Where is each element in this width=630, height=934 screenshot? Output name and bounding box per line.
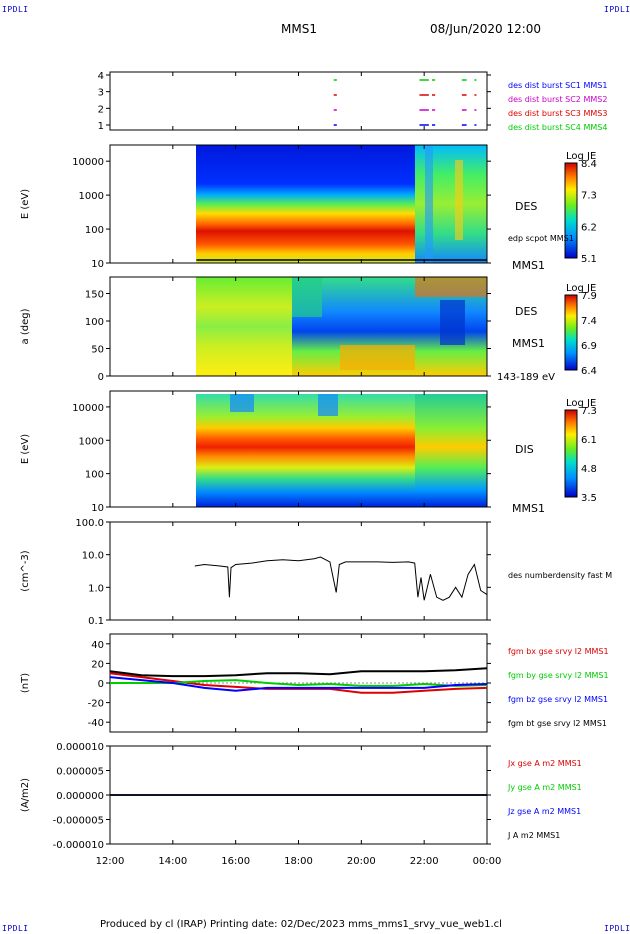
bfield-series-line (109, 667, 488, 678)
y-tick-label: 50 (91, 345, 104, 356)
x-tick-label: 22:00 (410, 856, 439, 867)
x-tick-label: 12:00 (96, 856, 125, 867)
colorbar-title: Log JE (566, 398, 596, 409)
colorbar-des-energy (564, 162, 578, 259)
bfield-series-line (109, 676, 488, 692)
y-tick-label: 0 (98, 372, 104, 383)
y-tick-label: 2 (98, 104, 104, 115)
footer-credit: Produced by cl (IRAP) Printing date: 02/… (100, 919, 502, 930)
series-legend-label: fgm bx gse srvy l2 MMS1 (508, 647, 609, 656)
y-tick-label: 10000 (72, 157, 104, 168)
panel-frame (109, 71, 488, 131)
panel-label: DES (515, 200, 537, 213)
y-tick-label: 1000 (79, 436, 104, 447)
colorbar-tick-label: 6.1 (581, 435, 597, 446)
y-tick-label: 1.0 (88, 583, 104, 594)
y-tick-label: 10 (91, 259, 104, 270)
y-tick-label: 20 (91, 659, 104, 670)
plot-date: 08/Jun/2020 12:00 (430, 22, 542, 36)
corner-mark-bottom-left: IPDLI (2, 924, 29, 933)
corner-mark-bottom-right: IPDLI (604, 924, 630, 933)
colorbar-tick-label: 7.9 (581, 291, 597, 302)
y-axis-label: (nT) (20, 673, 31, 693)
colorbar-tick-label: 7.3 (581, 191, 597, 202)
y-tick-label: 4 (98, 71, 104, 82)
y-tick-label: 0.1 (88, 616, 104, 627)
density-series-line (194, 556, 488, 601)
colorbar-tick-label: 6.2 (581, 222, 597, 233)
des-pitch-angle-spectrogram (196, 277, 487, 376)
x-tick-label: 00:00 (473, 856, 502, 867)
des-energy-spectrogram (196, 145, 487, 263)
y-tick-label: 0.000010 (56, 742, 104, 753)
series-legend-label: Jx gse A m2 MMS1 (507, 759, 582, 768)
panel-label: MMS1 (512, 259, 545, 272)
y-tick-label: 10 (91, 503, 104, 514)
y-axis-label: (cm^-3) (20, 550, 31, 591)
x-tick-label: 20:00 (347, 856, 376, 867)
x-tick-label: 16:00 (221, 856, 250, 867)
panel-label: DIS (515, 443, 534, 456)
colorbar-tick-label: 8.4 (581, 159, 597, 170)
series-legend-label: fgm bt gse srvy l2 MMS1 (508, 719, 607, 728)
corner-mark-top-right: IPDLI (604, 5, 630, 14)
x-tick-label: 18:00 (284, 856, 313, 867)
y-tick-label: 40 (91, 640, 104, 651)
colorbar-title: Log JE (566, 151, 596, 162)
y-tick-label: -40 (88, 718, 104, 729)
corner-mark-top-left: IPDLI (2, 5, 29, 14)
y-tick-label: 0.000005 (56, 767, 104, 778)
series-legend-label: J A m2 MMS1 (507, 831, 560, 840)
y-tick-label: 1 (98, 121, 104, 132)
y-tick-label: -0.000010 (53, 840, 104, 851)
y-tick-label: 100 (85, 225, 104, 236)
panel-frame (109, 521, 488, 621)
colorbar-tick-label: 5.1 (581, 254, 597, 265)
colorbar-tick-label: 3.5 (581, 493, 597, 504)
colorbar-tick-label: 7.3 (581, 406, 597, 417)
y-tick-label: 100 (85, 317, 104, 328)
series-legend-label: Jy gse A m2 MMS1 (507, 783, 582, 792)
colorbar-tick-label: 7.4 (581, 316, 597, 327)
plot-title: MMS1 (281, 22, 317, 36)
y-tick-label: 10000 (72, 403, 104, 414)
y-axis-label: E (eV) (20, 189, 31, 219)
legend-entry: des dist burst SC3 MMS3 (508, 109, 607, 118)
colorbar-dis-energy (564, 409, 578, 498)
y-tick-label: -20 (88, 699, 104, 710)
y-tick-label: 0 (98, 679, 104, 690)
x-tick-label: 14:00 (158, 856, 187, 867)
y-axis-label: a (deg) (20, 308, 31, 344)
y-axis-label: (A/m2) (20, 778, 31, 812)
y-tick-label: 3 (98, 88, 104, 99)
colorbar-title: Log JE (566, 283, 596, 294)
y-tick-label: 0.000000 (56, 791, 104, 802)
legend-entry: des dist burst SC2 MMS2 (508, 95, 607, 104)
panel-label: 143-189 eV (497, 372, 555, 383)
y-tick-label: 1000 (79, 191, 104, 202)
legend-entry: des dist burst SC1 MMS1 (508, 81, 607, 90)
y-tick-label: 100.0 (75, 518, 104, 529)
colorbar-tick-label: 6.9 (581, 341, 597, 352)
panel-label: MMS1 (512, 337, 545, 350)
colorbar-tick-label: 4.8 (581, 464, 597, 475)
panel-sub-label: edp scpot MMS1 (508, 234, 574, 243)
series-legend-label: fgm bz gse srvy l2 MMS1 (508, 695, 608, 704)
dis-energy-spectrogram (196, 394, 487, 507)
y-tick-label: 150 (85, 290, 104, 301)
series-legend-label: fgm by gse srvy l2 MMS1 (508, 671, 609, 680)
legend-entry: des dist burst SC4 MMS4 (508, 123, 607, 132)
y-tick-label: 10.0 (82, 551, 104, 562)
y-tick-label: 100 (85, 470, 104, 481)
series-legend-label: Jz gse A m2 MMS1 (507, 807, 581, 816)
panel-label: DES (515, 305, 537, 318)
colorbar-tick-label: 6.4 (581, 366, 597, 377)
panel-label: MMS1 (512, 502, 545, 515)
series-legend-label: des numberdensity fast M (508, 571, 612, 580)
y-tick-label: -0.000005 (53, 816, 104, 827)
colorbar-des-pitch-angle (564, 294, 578, 371)
y-axis-label: E (eV) (20, 434, 31, 464)
